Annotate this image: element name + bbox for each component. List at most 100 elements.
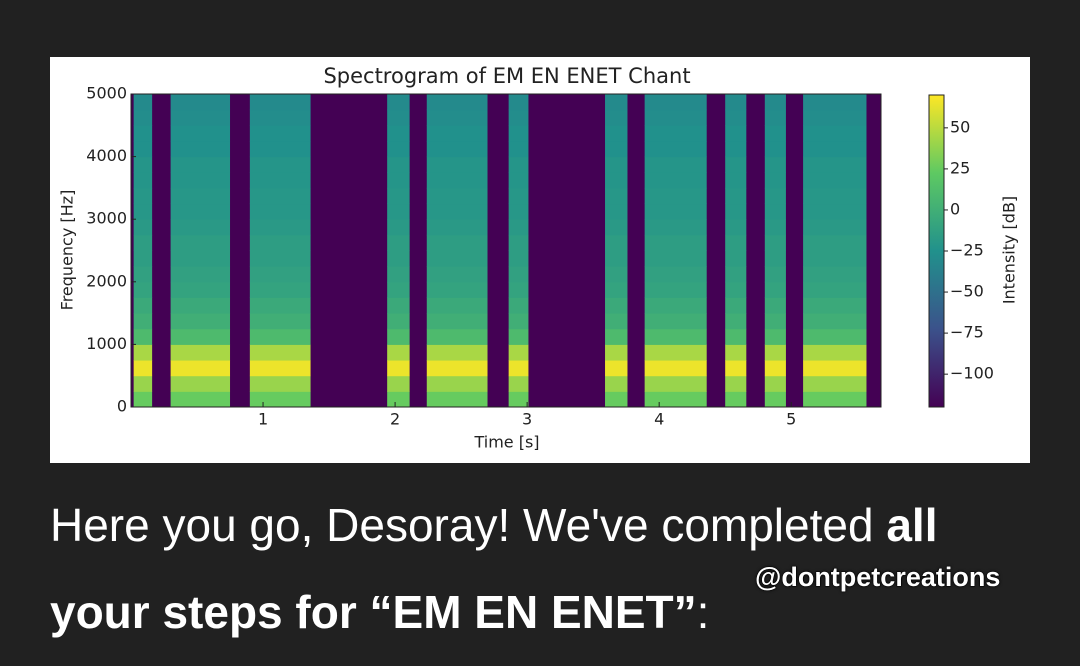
spectrogram-cell xyxy=(508,313,529,330)
spectrogram-cell xyxy=(426,328,488,345)
plot-frame xyxy=(130,93,882,408)
spectrogram-cell xyxy=(644,156,707,173)
spectrogram-cell xyxy=(133,94,153,111)
spectrogram-cell xyxy=(426,360,488,377)
spectrogram-cell xyxy=(426,391,488,408)
spectrogram-cell xyxy=(249,266,311,283)
spectrogram-cell xyxy=(170,375,231,392)
y-tick-label: 3000 xyxy=(86,209,127,228)
spectrogram-cell xyxy=(764,234,786,251)
spectrogram-cell xyxy=(133,125,153,142)
spectrogram-cell xyxy=(725,281,747,298)
spectrogram-cell xyxy=(725,250,747,267)
spectrogram-cell xyxy=(133,328,153,345)
spectrogram-cell xyxy=(605,125,628,142)
spectrogram-cell xyxy=(605,344,628,361)
spectrogram-cell xyxy=(725,375,747,392)
spectrogram-cell xyxy=(387,219,410,236)
spectrogram-cell xyxy=(387,266,410,283)
colorbar-tick-label: 0 xyxy=(950,199,960,218)
spectrogram-cell xyxy=(725,109,747,126)
spectrogram-cell xyxy=(644,344,707,361)
spectrogram-cell xyxy=(803,313,867,330)
spectrogram-cell xyxy=(803,391,867,408)
spectrogram-cell xyxy=(387,360,410,377)
spectrogram-cell xyxy=(133,203,153,220)
spectrogram-cell xyxy=(508,266,529,283)
spectrogram-cell xyxy=(803,203,867,220)
y-axis-label: Frequency [Hz] xyxy=(58,190,77,311)
spectrogram-cell xyxy=(803,140,867,158)
spectrogram-cell xyxy=(725,234,747,251)
spectrogram-cell xyxy=(426,344,488,361)
x-tick-label: 1 xyxy=(258,410,268,429)
spectrogram-cell xyxy=(605,234,628,251)
colorbar-tick-label: −25 xyxy=(950,241,984,260)
chart-card: Spectrogram of EM EN ENET Chant Time [s]… xyxy=(50,57,1030,463)
spectrogram-cell xyxy=(426,375,488,392)
spectrogram-cell xyxy=(725,156,747,173)
message-line-1: Here you go, Desoray! We've completed al… xyxy=(50,498,938,552)
spectrogram-cell xyxy=(764,109,786,126)
x-tick-label: 4 xyxy=(654,410,664,429)
spectrogram-cell xyxy=(764,187,786,205)
spectrogram-cell xyxy=(387,328,410,345)
spectrogram-cell xyxy=(170,391,231,408)
spectrogram-cell xyxy=(508,187,529,205)
spectrogram-cell xyxy=(764,172,786,189)
spectrogram-cell xyxy=(170,187,231,205)
spectrogram-cell xyxy=(387,234,410,251)
chart: Spectrogram of EM EN ENET Chant Time [s]… xyxy=(58,64,1019,452)
spectrogram-cell xyxy=(426,313,488,330)
y-tick-label: 2000 xyxy=(86,271,127,290)
spectrogram-cell xyxy=(725,172,747,189)
spectrogram-cell xyxy=(644,109,707,126)
spectrogram-cell xyxy=(644,234,707,251)
spectrogram-cell xyxy=(387,156,410,173)
spectrogram-cell xyxy=(725,297,747,314)
spectrogram-cell xyxy=(508,172,529,189)
spectrogram-cell xyxy=(644,281,707,298)
spectrogram-cell xyxy=(426,281,488,298)
spectrogram-cell xyxy=(764,344,786,361)
spectrogram-cell xyxy=(426,140,488,158)
spectrogram-cell xyxy=(133,391,153,408)
spectrogram-cell xyxy=(725,344,747,361)
spectrogram-cell xyxy=(249,94,311,111)
spectrogram-cell xyxy=(605,391,628,408)
spectrogram-cell xyxy=(170,266,231,283)
message-bold: all xyxy=(886,499,938,551)
spectrogram-cell xyxy=(249,360,311,377)
spectrogram-cell xyxy=(644,125,707,142)
spectrogram-cell xyxy=(508,281,529,298)
colorbar-tick-label: −75 xyxy=(950,323,984,342)
spectrogram-cell xyxy=(803,344,867,361)
spectrogram-cell xyxy=(803,219,867,236)
spectrogram-cell xyxy=(170,360,231,377)
spectrogram-cell xyxy=(605,94,628,111)
colorbar-tick-label: −50 xyxy=(950,282,984,301)
spectrogram-cell xyxy=(133,109,153,126)
spectrogram-cell xyxy=(133,187,153,205)
spectrogram-cell xyxy=(764,297,786,314)
y-tick-label: 4000 xyxy=(86,146,127,165)
colorbar-label: Intensity [dB] xyxy=(1000,196,1019,304)
spectrogram-cell xyxy=(170,94,231,111)
spectrogram-cell xyxy=(387,203,410,220)
spectrogram-cell xyxy=(764,281,786,298)
spectrogram-cell xyxy=(387,94,410,111)
spectrogram-cell xyxy=(426,297,488,314)
spectrogram-cell xyxy=(170,328,231,345)
spectrogram-cell xyxy=(426,109,488,126)
spectrogram-cell xyxy=(387,109,410,126)
spectrogram-cell xyxy=(605,297,628,314)
spectrogram-cell xyxy=(508,297,529,314)
spectrogram-cell xyxy=(508,234,529,251)
spectrogram-cell xyxy=(170,156,231,173)
spectrogram-cell xyxy=(725,187,747,205)
spectrogram-cell xyxy=(249,187,311,205)
spectrogram-cell xyxy=(133,234,153,251)
spectrogram-cell xyxy=(803,125,867,142)
spectrogram-cell xyxy=(644,187,707,205)
spectrogram-cell xyxy=(644,360,707,377)
